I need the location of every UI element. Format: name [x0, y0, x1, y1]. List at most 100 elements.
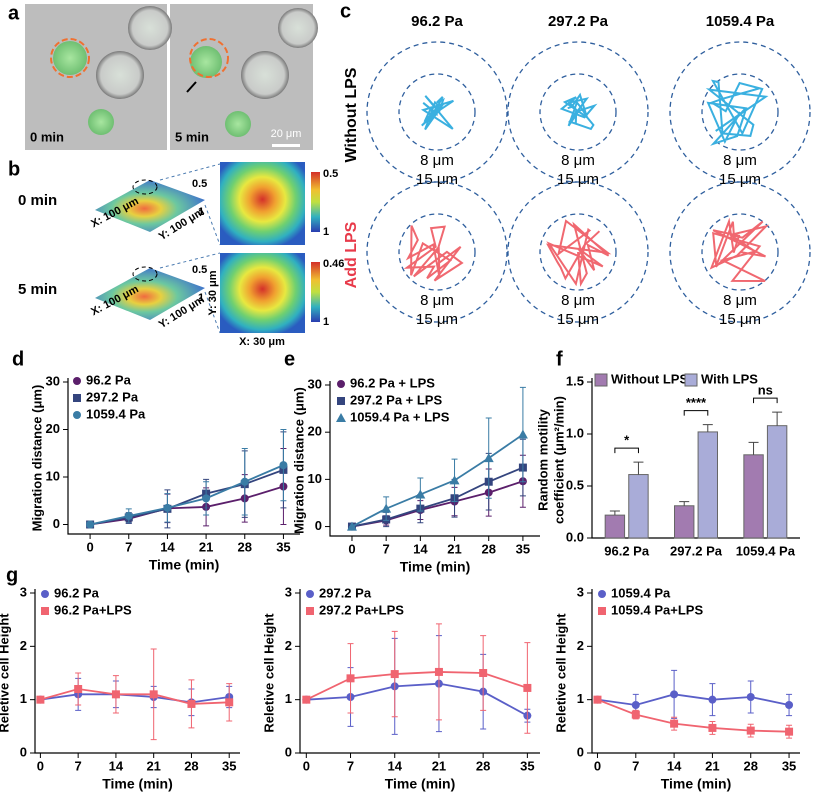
marker: [670, 719, 679, 728]
legend-label: 96.2 Pa + LPS: [350, 375, 435, 390]
x-tick-label: 7: [125, 539, 132, 554]
legend-label: Without LPS: [611, 371, 688, 386]
x-tick-label: 21: [432, 758, 446, 773]
x-tick-label: 7: [347, 758, 354, 773]
connector: [159, 163, 221, 334]
colorbar: [311, 172, 320, 232]
y-tick-label: 2: [285, 638, 292, 653]
heatmap: [220, 253, 305, 333]
marker: [124, 511, 133, 520]
x-tick-label: 0: [594, 758, 601, 773]
marker: [149, 690, 158, 699]
line: [89, 464, 284, 526]
error-bar: [679, 501, 690, 506]
panel-label: e: [284, 348, 295, 370]
x-tick-label: 14: [413, 541, 428, 556]
ring: [539, 73, 617, 151]
y-tick-label: 1.5: [566, 373, 584, 388]
marker: [631, 710, 640, 719]
y-tick-label: 20: [46, 421, 60, 436]
cell: [190, 46, 222, 78]
x-tick-label: 14: [160, 539, 175, 554]
trajectory: [420, 95, 454, 131]
ring-label: 15 μm: [557, 171, 599, 188]
x-tick-label: 0: [303, 758, 310, 773]
panel-label: f: [556, 348, 563, 370]
marker: [240, 477, 249, 486]
ring-label: 15 μm: [719, 171, 761, 188]
x-tick-label: 1059.4 Pa: [736, 543, 796, 558]
marker: [390, 670, 399, 679]
x-tick-label: 35: [276, 539, 290, 554]
marker: [302, 695, 311, 704]
colorbar-label: 1: [323, 316, 329, 328]
y-tick-label: 10: [308, 471, 322, 486]
y-tick-label: 30: [46, 373, 60, 388]
ring-label: 8 μm: [723, 152, 757, 169]
cell: [88, 109, 114, 135]
outline: [132, 179, 158, 195]
ring-label: 15 μm: [557, 311, 599, 328]
x-axis-title: Time (min): [400, 559, 471, 575]
x-tick-label: 7: [632, 758, 639, 773]
legend-label: 297.2 Pa: [319, 585, 372, 600]
line: [351, 433, 524, 528]
cell: [241, 51, 289, 99]
x-tick-label: 35: [782, 758, 796, 773]
x-tick-label: 21: [146, 758, 160, 773]
error-bar: [609, 510, 620, 516]
marker: [73, 411, 81, 419]
panel-label: g: [6, 564, 18, 586]
y-tick-label: 2: [577, 638, 584, 653]
marker: [73, 394, 81, 402]
x-axis-title: Time (min): [385, 776, 456, 792]
ring: [701, 73, 779, 151]
marker: [336, 413, 346, 422]
legend-label: 1059.4 Pa + LPS: [350, 409, 450, 424]
x-tick-label: 35: [516, 541, 530, 556]
scale-bar: [272, 144, 300, 147]
ring: [366, 41, 508, 183]
x-tick-label: 35: [222, 758, 236, 773]
marker: [708, 723, 717, 732]
line: [305, 671, 528, 701]
cell: [225, 111, 251, 137]
y-axis-title: Reletive cell Height: [0, 613, 11, 733]
x-tick-label: 28: [481, 541, 495, 556]
y-tick-label: 1.0: [566, 425, 584, 440]
marker: [279, 461, 288, 470]
outline: [189, 38, 229, 78]
y-tick-label: 10: [46, 468, 60, 483]
x-tick-label: 28: [476, 758, 490, 773]
ring: [539, 213, 617, 291]
marker: [306, 590, 314, 598]
column-label: 1059.4 Pa: [706, 13, 775, 30]
y-tick-label: 0: [577, 744, 584, 759]
ring-label: 8 μm: [420, 292, 454, 309]
marker: [111, 690, 120, 699]
time-label: 0 min: [18, 192, 57, 209]
trajectory: [403, 225, 464, 282]
x-tick-label: 7: [75, 758, 82, 773]
x-tick-label: 28: [238, 539, 252, 554]
bar: [743, 454, 764, 539]
line: [351, 466, 524, 528]
ring: [507, 181, 649, 323]
y-axis-title: Reletive cell Height: [553, 613, 568, 733]
ring-label: 8 μm: [561, 292, 595, 309]
line: [40, 688, 230, 705]
x-tick-label: 0: [348, 541, 355, 556]
panel-label: a: [8, 2, 20, 24]
x-tick-label: 28: [744, 758, 758, 773]
legend-swatch: [684, 373, 698, 387]
y-tick-label: 3: [285, 584, 292, 599]
arrow: [186, 81, 197, 93]
line: [597, 698, 790, 733]
cell: [96, 51, 144, 99]
y-tick-label: 20: [308, 424, 322, 439]
marker: [73, 377, 81, 385]
marker: [670, 690, 679, 699]
legend-label: 96.2 Pa: [54, 585, 100, 600]
time-label: 5 min: [175, 129, 209, 144]
y-axis-title: coefficient (μm²/min): [551, 396, 566, 524]
